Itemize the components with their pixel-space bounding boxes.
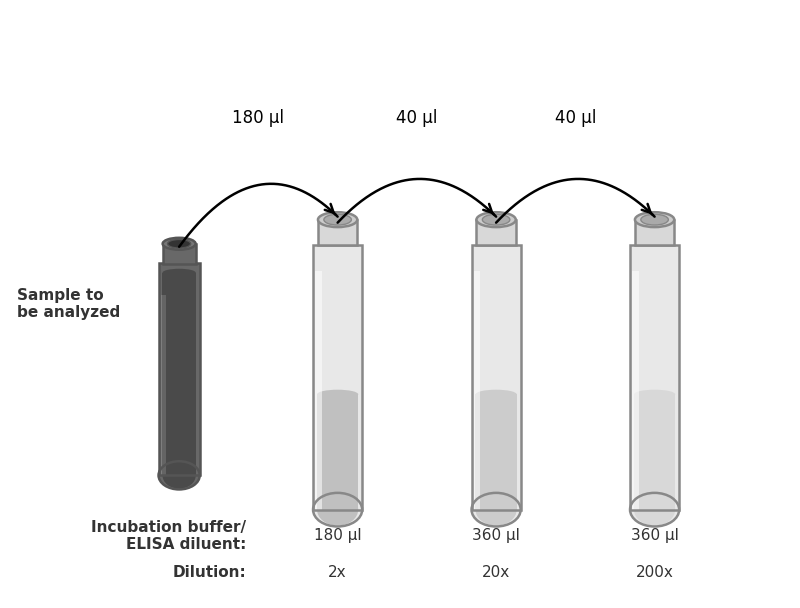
Ellipse shape xyxy=(162,462,196,489)
Ellipse shape xyxy=(475,390,517,399)
Text: 2x: 2x xyxy=(328,565,347,579)
Bar xyxy=(632,271,638,510)
Ellipse shape xyxy=(162,269,196,277)
Text: Dilution:: Dilution: xyxy=(173,565,246,579)
Bar xyxy=(634,395,675,510)
Ellipse shape xyxy=(634,390,675,399)
Bar xyxy=(317,395,358,510)
Ellipse shape xyxy=(471,493,521,527)
Bar xyxy=(313,244,362,510)
Ellipse shape xyxy=(641,214,668,225)
Bar xyxy=(162,244,196,264)
Bar xyxy=(318,219,358,244)
Text: 180 μl: 180 μl xyxy=(314,528,362,544)
Bar xyxy=(475,395,517,510)
Bar xyxy=(471,244,521,510)
Ellipse shape xyxy=(477,212,516,227)
Ellipse shape xyxy=(324,214,351,225)
Bar xyxy=(630,244,679,510)
Text: 40 μl: 40 μl xyxy=(554,109,596,128)
Text: 20x: 20x xyxy=(482,565,510,579)
Bar xyxy=(315,271,322,510)
Ellipse shape xyxy=(167,240,190,248)
Ellipse shape xyxy=(475,494,517,525)
Bar xyxy=(474,271,480,510)
Text: 180 μl: 180 μl xyxy=(232,109,284,128)
Bar xyxy=(635,219,674,244)
Ellipse shape xyxy=(318,212,358,227)
Ellipse shape xyxy=(634,494,675,525)
Ellipse shape xyxy=(635,212,674,227)
Ellipse shape xyxy=(158,461,200,489)
Ellipse shape xyxy=(630,493,679,527)
Bar xyxy=(161,295,166,475)
Ellipse shape xyxy=(317,390,358,399)
Text: 40 μl: 40 μl xyxy=(396,109,438,128)
Bar xyxy=(313,244,362,510)
Text: Incubation buffer/
ELISA diluent:: Incubation buffer/ ELISA diluent: xyxy=(91,520,246,552)
Ellipse shape xyxy=(162,238,196,250)
Text: 200x: 200x xyxy=(636,565,674,579)
Text: 360 μl: 360 μl xyxy=(472,528,520,544)
Bar xyxy=(477,219,516,244)
Text: Sample to
be analyzed: Sample to be analyzed xyxy=(17,288,120,320)
Ellipse shape xyxy=(313,493,362,527)
Ellipse shape xyxy=(317,494,358,525)
Bar xyxy=(630,244,679,510)
Text: 360 μl: 360 μl xyxy=(630,528,678,544)
Bar xyxy=(158,263,200,475)
Ellipse shape xyxy=(482,214,510,225)
Bar xyxy=(162,272,196,475)
Bar xyxy=(471,244,521,510)
Bar xyxy=(158,263,200,475)
